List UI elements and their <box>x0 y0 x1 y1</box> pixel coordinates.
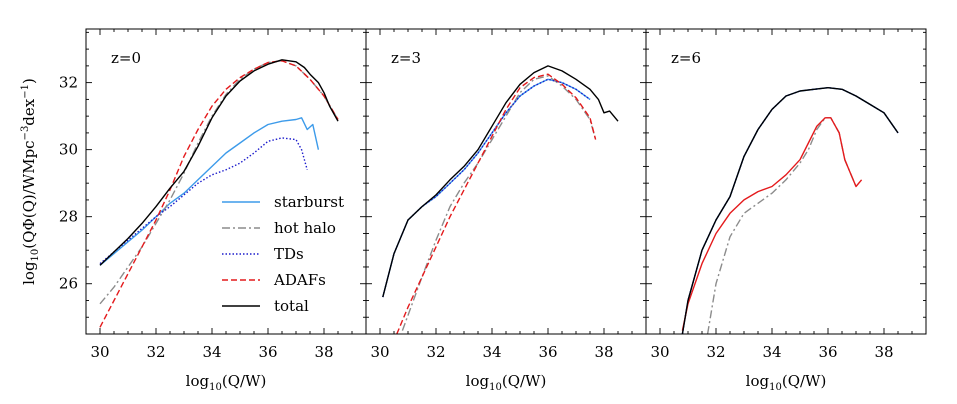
series-line-tds <box>99 137 308 265</box>
x-tick-label: 38 <box>314 343 333 361</box>
x-tick-label: 36 <box>818 343 837 361</box>
y-tick-label: 30 <box>59 141 78 159</box>
x-tick-label: 34 <box>762 343 781 361</box>
x-axis-label: log10(Q/W) <box>466 372 547 393</box>
series-line-adafs <box>396 73 597 334</box>
x-tick-label: 30 <box>90 343 109 361</box>
legend-label: total <box>274 297 309 315</box>
series-line-hot-halo <box>706 117 857 334</box>
x-tick-label: 30 <box>370 343 389 361</box>
series-line-hot-halo <box>401 75 597 331</box>
series-line-tds <box>681 86 899 334</box>
series-line-hot-halo <box>99 60 339 305</box>
panel-2: 30 32 34 36 38 z=3 log10(Q/W) <box>365 28 647 393</box>
x-tick-label: 34 <box>482 343 501 361</box>
series-line-starburst <box>681 86 899 334</box>
x-tick-label: 32 <box>146 343 165 361</box>
legend-label: ADAFs <box>273 271 326 289</box>
x-tick-label: 36 <box>538 343 557 361</box>
legend-label: starburst <box>274 193 344 211</box>
legend: starburst hot halo TDs ADAFs total <box>222 193 344 315</box>
x-tick-label: 30 <box>650 343 669 361</box>
panel-1: 30 32 34 36 38 26 28 30 32 z=0 log10(Q/W) log10(QΦ(… <box>20 28 367 393</box>
panel-label: z=3 <box>391 49 421 67</box>
x-axis-label: log10(Q/W) <box>746 372 827 393</box>
series-line-total <box>681 86 899 334</box>
series-line-total <box>99 59 339 266</box>
series-line-starburst <box>99 117 320 266</box>
axes-frame <box>645 28 927 335</box>
series-line-starburst <box>382 78 591 298</box>
x-tick-label: 34 <box>202 343 221 361</box>
x-tick-label: 32 <box>706 343 725 361</box>
x-tick-label: 32 <box>426 343 445 361</box>
x-tick-label: 36 <box>258 343 277 361</box>
x-axis-label: log10(Q/W) <box>186 372 267 393</box>
series-line-adafs <box>681 117 863 331</box>
x-tick-label: 38 <box>874 343 893 361</box>
panel-label: z=6 <box>671 49 701 67</box>
axes-frame <box>365 28 647 335</box>
series-line-tds <box>382 78 591 298</box>
legend-label: hot halo <box>274 219 336 237</box>
y-axis-label: log10(QΦ(Q)/WMpc−3dex−1) <box>20 78 41 285</box>
x-tick-label: 38 <box>594 343 613 361</box>
series-line-total <box>382 65 619 298</box>
y-tick-label: 28 <box>59 208 78 226</box>
panel-3: 30 32 34 36 38 z=6 log10(Q/W) <box>645 28 927 393</box>
series-line-adafs <box>99 60 339 328</box>
panel-label: z=0 <box>111 49 141 67</box>
y-tick-label: 26 <box>59 275 78 293</box>
y-tick-label: 32 <box>59 74 78 92</box>
legend-label: TDs <box>274 245 304 263</box>
